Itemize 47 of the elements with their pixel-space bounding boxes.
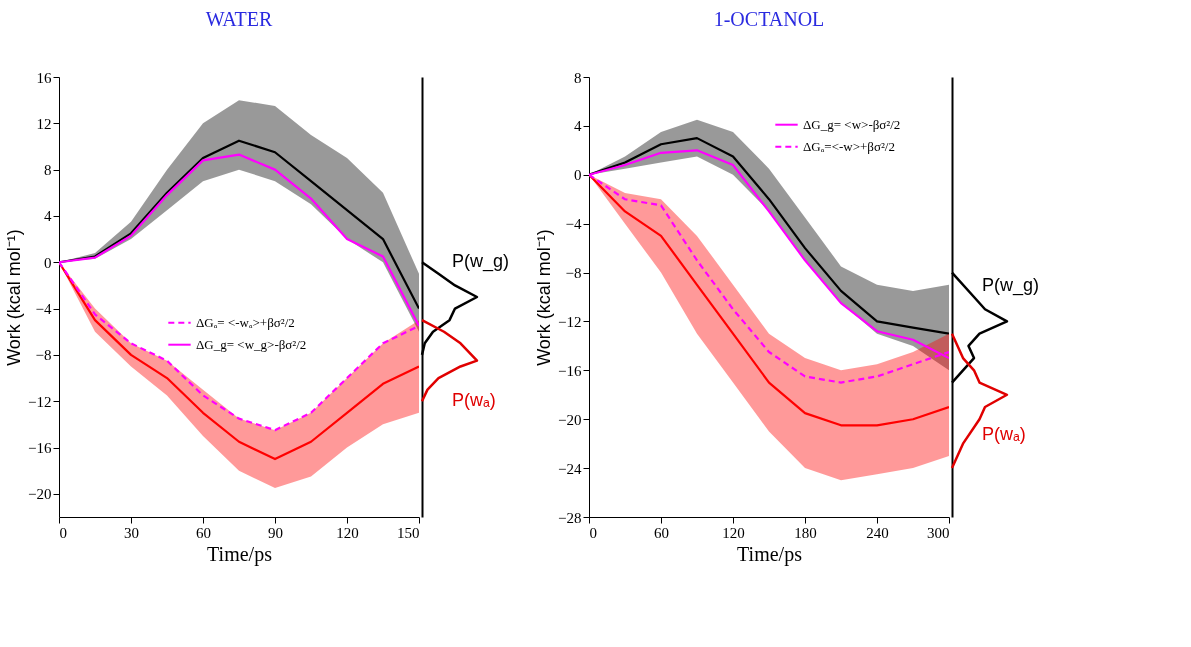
series-label: P(wₐ) [452, 389, 496, 410]
legend-label: ΔGₐ= <-wₐ>+βσ²/2 [196, 314, 295, 330]
x-tick-label: 90 [268, 524, 283, 541]
y-tick-label: 0 [44, 254, 52, 271]
x-tick-label: 180 [794, 524, 817, 541]
y-tick-label: 16 [36, 69, 52, 86]
y-tick-label: −20 [28, 486, 52, 503]
y-tick-label: −12 [28, 393, 52, 410]
x-tick-label: 0 [59, 524, 67, 541]
series-label: P(wₐ) [982, 423, 1026, 444]
x-axis-title: Time/ps [207, 542, 273, 566]
y-tick-label: −8 [35, 347, 52, 364]
y-tick-label: 0 [574, 167, 582, 184]
x-tick-label: 240 [866, 524, 889, 541]
chart-title: WATER [205, 8, 273, 30]
y-tick-label: 4 [44, 208, 52, 225]
series-label: P(w_g) [452, 251, 510, 272]
y-tick-label: −4 [565, 216, 582, 233]
x-tick-label: 120 [722, 524, 745, 541]
y-tick-label: −24 [558, 460, 582, 477]
y-axis-title: Work (kcal mol⁻¹) [534, 229, 555, 366]
chart-title: 1-OCTANOL [713, 8, 825, 30]
y-tick-label: 4 [574, 118, 582, 135]
legend-label: ΔGₐ=<-w>+βσ²/2 [803, 138, 895, 154]
x-tick-label: 150 [397, 524, 420, 541]
legend-label: ΔG_g= <w>-βσ²/2 [803, 116, 901, 132]
y-tick-label: −16 [28, 440, 52, 457]
y-tick-label: 8 [574, 69, 582, 86]
y-tick-label: −16 [558, 362, 582, 379]
series-label: P(w_g) [982, 275, 1040, 297]
x-tick-label: 60 [196, 524, 211, 541]
x-tick-label: 60 [654, 524, 669, 541]
x-tick-label: 0 [589, 524, 597, 541]
x-tick-label: 30 [124, 524, 139, 541]
y-axis-title: Work (kcal mol⁻¹) [4, 229, 25, 366]
legend-label: ΔG_g= <w_g>-βσ²/2 [196, 336, 307, 352]
y-tick-label: −28 [558, 509, 582, 526]
x-tick-label: 120 [336, 524, 359, 541]
y-tick-label: 12 [36, 115, 52, 132]
y-tick-label: −20 [558, 411, 582, 428]
y-tick-label: −4 [35, 301, 52, 318]
y-tick-label: 8 [44, 162, 52, 179]
y-tick-label: −12 [558, 313, 582, 330]
y-tick-label: −8 [565, 265, 582, 282]
line-series [589, 173, 949, 427]
x-tick-label: 300 [927, 524, 950, 541]
x-axis-title: Time/ps [737, 542, 803, 566]
